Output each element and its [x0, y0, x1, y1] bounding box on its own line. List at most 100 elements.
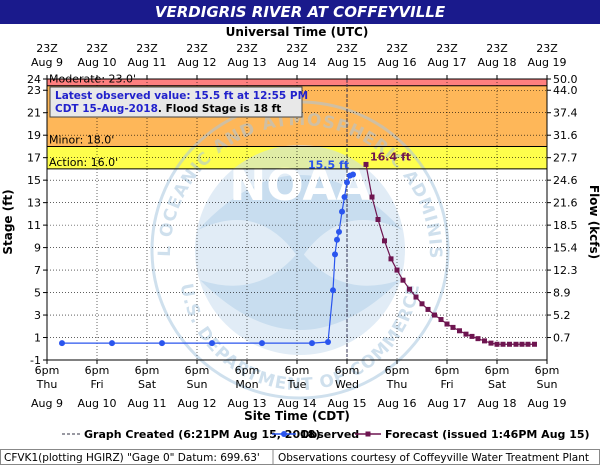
bottom-tick-time: 6pm — [535, 364, 560, 377]
flow-tick-label: 50.0 — [553, 73, 578, 86]
top-tick-time: 23Z — [436, 42, 458, 55]
bottom-tick-weekday: Sun — [537, 378, 558, 391]
forecast-point — [382, 238, 387, 244]
forecast-point — [469, 333, 475, 339]
flow-tick-labels: 50.044.0 37.4 31.6 27.7 24.6 21.6 18.5 15.4 12.3… — [547, 73, 578, 345]
bottom-axis-title: Site Time (CDT) — [244, 409, 350, 423]
top-tick-date: Aug 17 — [428, 56, 467, 69]
bottom-tick-weekday: Thu — [36, 378, 58, 391]
title-bar — [0, 0, 600, 24]
latest-value-box: Latest observed value: 15.5 ft at 12:55 … — [49, 86, 308, 118]
forecast-point — [419, 301, 425, 307]
observed-point — [259, 340, 265, 347]
bottom-tick-time: 6pm — [435, 364, 460, 377]
info-line-1: Latest observed value: 15.5 ft at 12:55 … — [55, 90, 308, 102]
bottom-tick-weekday: Fri — [440, 378, 453, 391]
observed-point — [350, 171, 356, 178]
forecast-point — [425, 306, 431, 312]
bottom-tick-date: Aug 13 — [228, 397, 267, 410]
bottom-tick-time: 6pm — [385, 364, 410, 377]
forecast-line — [365, 164, 535, 345]
legend: Graph Created (6:21PM Aug 15, 2018) Obse… — [62, 428, 590, 441]
forecast-point — [432, 312, 437, 318]
forecast-point — [438, 317, 444, 323]
forecast-point — [444, 321, 450, 327]
stage-tick-label: 5 — [34, 287, 41, 300]
forecast-point — [457, 328, 462, 334]
top-tick-time: 23Z — [536, 42, 558, 55]
observed-point — [336, 228, 342, 235]
top-tick-time: 23Z — [86, 42, 108, 55]
top-tick-time: 23Z — [136, 42, 158, 55]
info-line-2a: CDT 15-Aug-2018 — [55, 103, 158, 115]
top-axis-title: Universal Time (UTC) — [226, 25, 369, 39]
bottom-tick-date: Aug 16 — [378, 397, 417, 410]
observed-point — [341, 194, 348, 201]
bottom-tick-time: 6pm — [35, 364, 60, 377]
bottom-tick-weekday: Mon — [235, 378, 258, 391]
footer-credit: Observations courtesy of Coffeyville Wat… — [278, 452, 589, 464]
bottom-tick-time: 6pm — [335, 364, 360, 377]
forecast-point — [494, 341, 500, 347]
forecast-point — [400, 277, 406, 283]
watermark-text: NOAA — [229, 160, 370, 211]
flow-tick-label: 31.6 — [553, 129, 578, 142]
top-tick-time: 23Z — [286, 42, 308, 55]
stage-tick-label: 15 — [27, 174, 41, 187]
forecast-point — [375, 217, 381, 222]
point-labels: 15.5 ft 16.4 ft — [308, 150, 411, 171]
bottom-tick-weekday: Wed — [335, 378, 359, 391]
forecast-point — [363, 161, 369, 167]
stage-tick-label: 13 — [27, 197, 41, 210]
bottom-tick-time: 6pm — [285, 364, 310, 377]
flood-band-labels: Moderate: 23.0'Minor: 18.0'Action: 16.0' — [47, 73, 547, 170]
stage-tick-label: 21 — [27, 107, 41, 120]
bottom-tick-weekday: Sun — [187, 378, 208, 391]
legend-observed-marker — [281, 431, 287, 437]
observed-point — [109, 340, 115, 347]
bottom-tick-time: 6pm — [135, 364, 160, 377]
bottom-tick-time: 6pm — [485, 364, 510, 377]
legend-forecast: Forecast (issued 1:46PM Aug 15) — [385, 428, 590, 441]
forecast-point — [388, 256, 394, 262]
bottom-tick-date: Aug 15 — [328, 397, 367, 410]
bottom-tick-time: 6pm — [85, 364, 110, 377]
flow-tick-label: 27.7 — [553, 152, 578, 165]
legend-forecast-marker — [365, 431, 371, 437]
stage-tick-label: 19 — [27, 129, 41, 142]
top-tick-date: Aug 14 — [278, 56, 317, 69]
flow-tick-label: 18.5 — [553, 219, 578, 232]
observed-point — [325, 339, 331, 346]
top-tick-time: 23Z — [236, 42, 258, 55]
flow-tick-label: 24.6 — [553, 174, 578, 187]
observed-point — [59, 340, 65, 347]
stage-tick-label: 11 — [27, 219, 41, 232]
forecast-point — [463, 331, 469, 337]
top-tick-date: Aug 12 — [178, 56, 217, 69]
stage-tick-label: 7 — [34, 264, 41, 277]
forecast-point — [450, 324, 456, 330]
info-line-2b: . Flood Stage is 18 ft — [158, 103, 281, 115]
flow-tick-label: 5.2 — [553, 309, 571, 322]
footer: CFVK1(plotting HGIRZ) "Gage 0" Datum: 69… — [0, 449, 600, 465]
bottom-tick-date: Aug 19 — [528, 397, 567, 410]
top-tick-time: 23Z — [386, 42, 408, 55]
stage-tick-label: 9 — [34, 242, 41, 255]
bottom-tick-date: Aug 18 — [478, 397, 517, 410]
observed-point — [334, 236, 340, 243]
observed-point — [344, 179, 350, 186]
chart-title: VERDIGRIS RIVER AT COFFEYVILLE — [155, 3, 446, 21]
top-tick-date: Aug 15 — [328, 56, 367, 69]
svg-text:CDT 15-Aug-2018. Flood Stage i: CDT 15-Aug-2018. Flood Stage is 18 ft — [55, 103, 281, 115]
bottom-tick-date: Aug 10 — [78, 397, 117, 410]
bottom-tick-date: Aug 9 — [31, 397, 63, 410]
top-tick-time: 23Z — [36, 42, 58, 55]
observed-point — [330, 287, 336, 294]
stage-tick-label: 17 — [27, 152, 41, 165]
bottom-tick-weekday: Fri — [90, 378, 103, 391]
footer-datum: CFVK1(plotting HGIRZ) "Gage 0" Datum: 69… — [4, 452, 260, 464]
top-tick-time: 23Z — [486, 42, 508, 55]
